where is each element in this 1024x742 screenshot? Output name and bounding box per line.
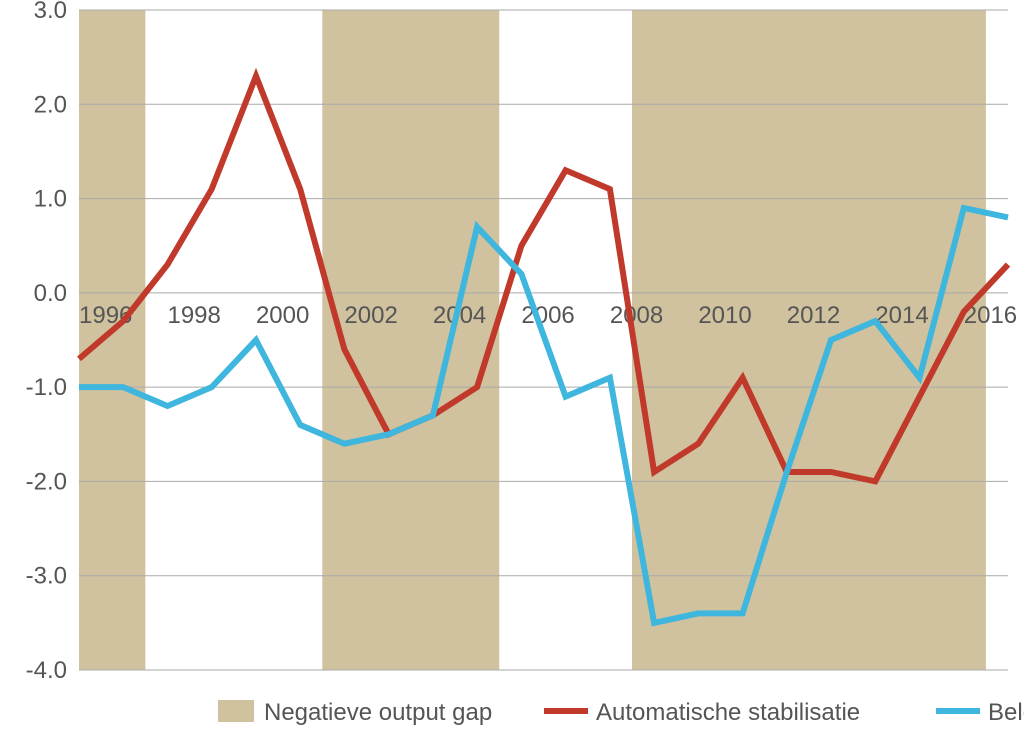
y-tick-label: 3.0 [34, 0, 67, 24]
x-tick-label: 2000 [256, 302, 309, 329]
y-tick-label: 0.0 [34, 280, 67, 307]
x-tick-label: 2006 [521, 302, 574, 329]
chart-svg: -4.0-3.0-2.0-1.00.01.02.03.0199619982000… [0, 0, 1024, 742]
x-tick-label: 2002 [344, 302, 397, 329]
x-tick-label: 2014 [875, 302, 928, 329]
y-tick-label: -2.0 [26, 468, 67, 495]
y-tick-label: -1.0 [26, 374, 67, 401]
chart-container: -4.0-3.0-2.0-1.00.01.02.03.0199619982000… [0, 0, 1024, 742]
legend-swatch [218, 700, 254, 722]
y-tick-label: 1.0 [34, 186, 67, 213]
output-gap-band-0 [79, 10, 145, 670]
x-tick-label: 2012 [787, 302, 840, 329]
legend-label: Negatieve output gap [264, 699, 492, 726]
legend-label: Beleid [988, 699, 1024, 726]
x-tick-label: 2010 [698, 302, 751, 329]
y-tick-label: 2.0 [34, 91, 67, 118]
y-tick-label: -3.0 [26, 563, 67, 590]
output-gap-band-2 [632, 10, 986, 670]
output-gap-band-1 [322, 10, 499, 670]
x-tick-label: 2008 [610, 302, 663, 329]
y-tick-label: -4.0 [26, 657, 67, 684]
legend-label: Automatische stabilisatie [596, 699, 860, 726]
x-tick-label: 1998 [167, 302, 220, 329]
